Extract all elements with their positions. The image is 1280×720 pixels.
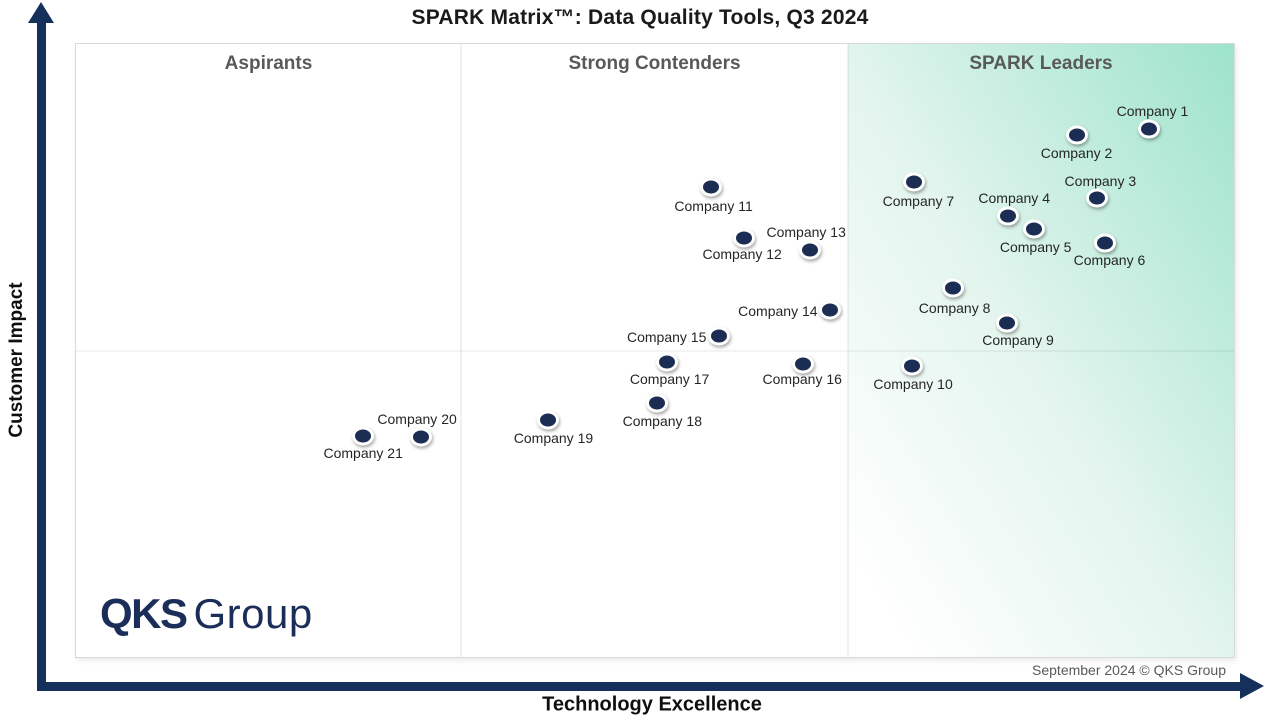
company-dot: [1094, 233, 1117, 253]
scatter-points-layer: Company 1 Company 2 Company 3 Company 4 Comp…: [76, 44, 1234, 657]
company-label: Company 16: [762, 370, 842, 387]
chart-title: SPARK Matrix™: Data Quality Tools, Q3 20…: [411, 6, 869, 29]
company-dot: [707, 326, 730, 346]
company-label: Company 15: [626, 328, 707, 345]
company-label: Company 13: [766, 223, 846, 240]
company-label: Company 8: [918, 299, 991, 316]
plot-area: Aspirants Strong Contenders SPARK Leader…: [75, 43, 1235, 658]
x-axis-label: Technology Excellence: [542, 693, 762, 716]
copyright-text: September 2024 © QKS Group: [1032, 662, 1226, 678]
quadrant-label-strong-contenders: Strong Contenders: [568, 53, 741, 74]
company-dot: [792, 354, 815, 374]
qks-group-logo: QKS Group: [100, 590, 313, 638]
x-axis-arrowhead-icon: [1240, 673, 1264, 699]
company-label: Company 20: [377, 410, 457, 427]
company-dot: [410, 427, 433, 447]
company-dot: [941, 278, 964, 298]
company-dot: [352, 426, 375, 446]
company-dot: [799, 240, 822, 260]
company-label: Company 21: [323, 444, 403, 461]
logo-qks-text: QKS: [100, 590, 188, 637]
company-dot: [997, 206, 1020, 226]
company-label: Company 3: [1064, 172, 1137, 189]
company-label: Company 4: [978, 190, 1050, 207]
company-label: Company 9: [982, 331, 1054, 348]
company-label: Company 19: [513, 429, 594, 446]
company-label: Company 17: [629, 371, 710, 388]
company-dot: [818, 300, 841, 320]
company-dot: [537, 410, 560, 430]
x-axis-line: [37, 682, 1242, 691]
company-dot: [1065, 125, 1088, 145]
logo-group-text: Group: [193, 590, 313, 637]
company-label: Company 2: [1040, 144, 1113, 161]
company-dot: [733, 228, 756, 248]
company-dot: [1086, 188, 1109, 208]
company-dot: [699, 177, 722, 197]
quadrant-label-aspirants: Aspirants: [224, 53, 313, 74]
company-dot: [903, 172, 926, 192]
company-dot: [901, 356, 924, 376]
y-axis-label: Customer Impact: [6, 282, 27, 438]
company-label: Company 5: [999, 239, 1072, 256]
quadrant-divider-horizontal: [76, 350, 1234, 352]
company-dot: [646, 393, 669, 413]
y-axis-line: [37, 16, 46, 690]
company-label: Company 12: [702, 245, 782, 262]
y-axis-arrowhead-icon: [28, 2, 54, 23]
quadrant-divider-vertical-1: [460, 44, 462, 657]
company-label: Company 10: [873, 375, 953, 392]
company-dot: [1138, 119, 1161, 139]
company-dot: [1022, 219, 1045, 239]
company-dot: [655, 352, 678, 372]
company-label: Company 18: [622, 413, 703, 430]
company-dot: [996, 313, 1019, 333]
quadrant-divider-vertical-2: [847, 44, 849, 657]
company-label: Company 14: [738, 303, 818, 320]
quadrant-label-spark-leaders: SPARK Leaders: [969, 53, 1113, 74]
company-label: Company 11: [674, 197, 753, 214]
spark-leaders-gradient: [848, 44, 1234, 657]
company-label: Company 1: [1116, 103, 1189, 120]
company-label: Company 6: [1073, 252, 1146, 269]
company-label: Company 7: [882, 192, 955, 209]
